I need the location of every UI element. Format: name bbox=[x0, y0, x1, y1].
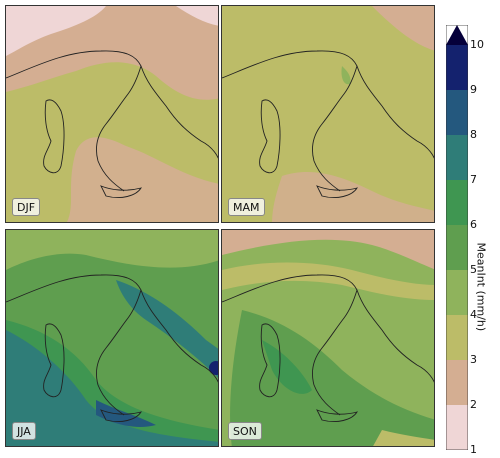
colorbar-tick-label: 8 bbox=[470, 128, 477, 141]
colorbar-band bbox=[446, 315, 468, 360]
field-band-4-5 bbox=[341, 66, 351, 85]
field-band-1-2-ne bbox=[176, 6, 218, 26]
map-panel-mam: MAM bbox=[221, 5, 435, 223]
colorbar-tick-label: 5 bbox=[470, 263, 477, 276]
colorbar-band bbox=[446, 90, 468, 135]
djf-map bbox=[6, 6, 218, 222]
jja-map bbox=[6, 230, 218, 446]
colorbar-tick-label: 4 bbox=[470, 308, 477, 321]
colorbar-band bbox=[446, 135, 468, 180]
colorbar-band bbox=[446, 180, 468, 225]
mam-map bbox=[222, 6, 434, 222]
map-panel-son: SON bbox=[221, 229, 435, 447]
colorbar-tick-label: 3 bbox=[470, 353, 477, 366]
colorbar-bands bbox=[446, 45, 468, 450]
field-band-7-8 bbox=[6, 330, 218, 446]
field-band-7-8-adriatic bbox=[116, 280, 218, 378]
colorbar bbox=[446, 25, 468, 450]
colorbar-tick-label: 10 bbox=[470, 38, 484, 51]
field-band-2-3-south bbox=[272, 171, 434, 222]
colorbar-tick-label: 7 bbox=[470, 173, 477, 186]
field-band-1-2 bbox=[6, 6, 106, 56]
colorbar-band bbox=[446, 360, 468, 405]
colorbar-extend-arrow bbox=[446, 25, 468, 45]
son-map bbox=[222, 230, 434, 446]
coastlines bbox=[222, 274, 434, 423]
colorbar-band bbox=[446, 225, 468, 270]
field-band-8-9 bbox=[96, 400, 156, 427]
field-band-9-10 bbox=[209, 361, 218, 375]
colorbar-band bbox=[446, 270, 468, 315]
coastlines bbox=[222, 50, 434, 199]
field-band-5-6 bbox=[230, 310, 434, 446]
colorbar-band bbox=[446, 45, 468, 90]
field-band-6-7 bbox=[262, 340, 312, 394]
field-band-2-3-south bbox=[66, 137, 218, 222]
field-band-3-4-south bbox=[373, 430, 434, 446]
coastlines bbox=[6, 274, 218, 423]
colorbar-tick-label: 9 bbox=[470, 83, 477, 96]
colorbar-tick-label: 1 bbox=[470, 443, 477, 456]
field-band-3-4 bbox=[222, 262, 434, 300]
field-band-2-3-north bbox=[222, 230, 434, 270]
field-band-4-5 bbox=[6, 230, 218, 270]
colorbar-band bbox=[446, 405, 468, 450]
colorbar-tick-label: 6 bbox=[470, 218, 477, 231]
map-panel-jja: JJA bbox=[5, 229, 219, 447]
season-label-mam: MAM bbox=[228, 198, 265, 216]
field-band-2-3-ne bbox=[372, 6, 434, 51]
colorbar-label: MeanInt (mm/h) bbox=[474, 242, 488, 332]
season-label-djf: DJF bbox=[12, 198, 41, 216]
season-label-son: SON bbox=[228, 422, 262, 440]
map-panel-djf: DJF bbox=[5, 5, 219, 223]
colorbar-tick-label: 2 bbox=[470, 398, 477, 411]
coastlines bbox=[6, 50, 218, 199]
season-label-jja: JJA bbox=[12, 422, 36, 440]
